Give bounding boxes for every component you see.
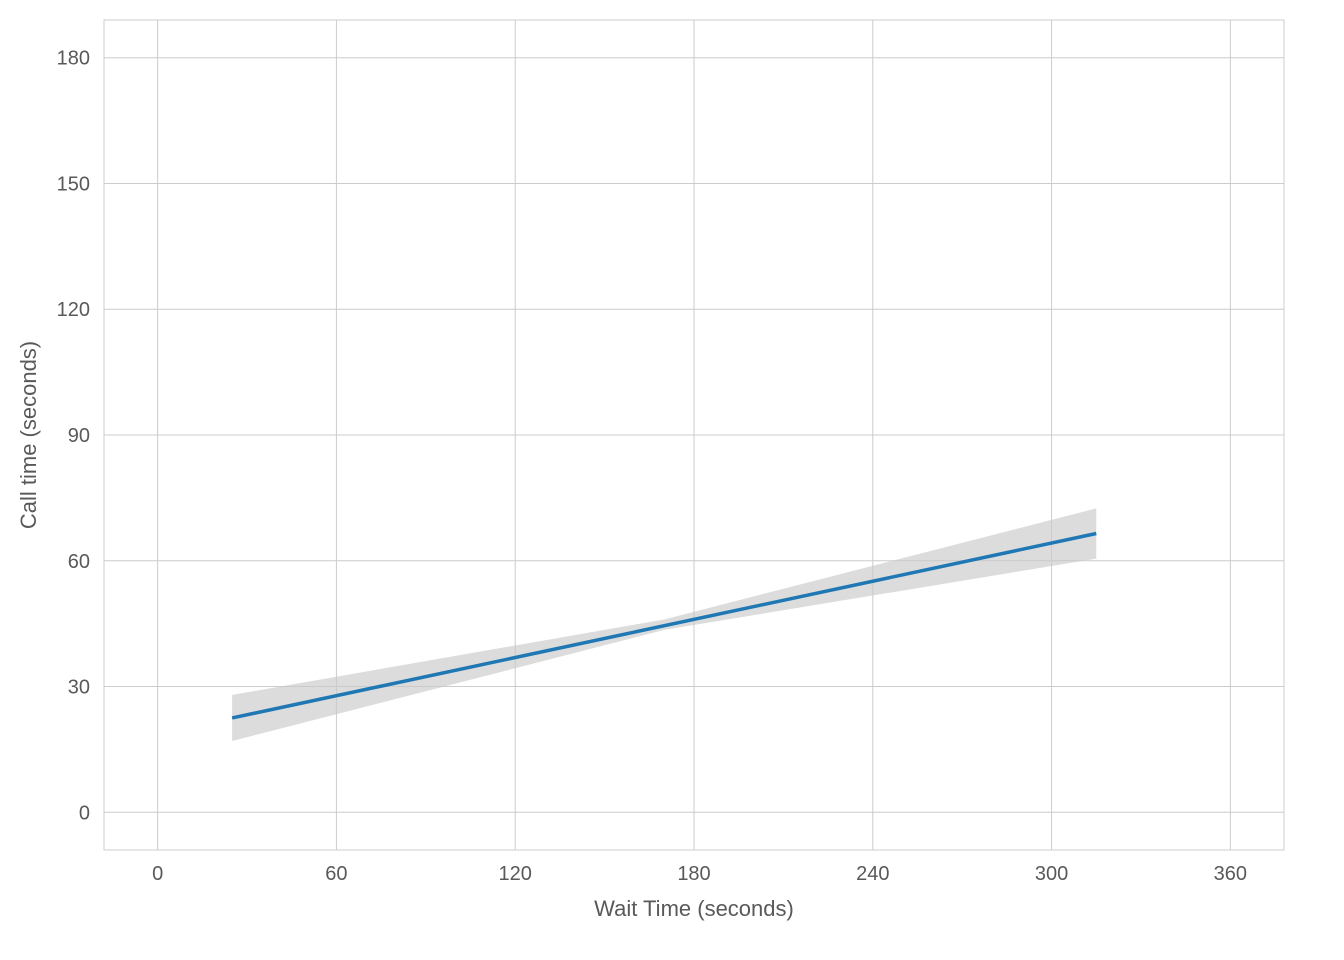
- x-tick-label: 360: [1214, 863, 1247, 885]
- y-tick-label: 60: [68, 551, 90, 573]
- regression-chart: 0 60 120 180 240 300 360 0 30 60 90 120 150 180 Wait T…: [0, 0, 1344, 960]
- y-tick-label: 30: [68, 677, 90, 699]
- y-axis-label: Call time (seconds): [16, 341, 41, 529]
- y-tick-label: 150: [57, 173, 90, 195]
- x-tick-label: 180: [677, 863, 710, 885]
- x-tick-label: 0: [152, 863, 163, 885]
- x-tick-label: 240: [856, 863, 889, 885]
- x-tick-label: 120: [499, 863, 532, 885]
- y-tick-label: 120: [57, 299, 90, 321]
- x-tick-label: 60: [325, 863, 347, 885]
- chart-container: 0 60 120 180 240 300 360 0 30 60 90 120 150 180 Wait T…: [0, 0, 1344, 960]
- y-tick-label: 0: [79, 802, 90, 824]
- x-axis-label: Wait Time (seconds): [594, 896, 794, 921]
- x-tick-label: 300: [1035, 863, 1068, 885]
- y-tick-label: 90: [68, 425, 90, 447]
- y-tick-label: 180: [57, 48, 90, 70]
